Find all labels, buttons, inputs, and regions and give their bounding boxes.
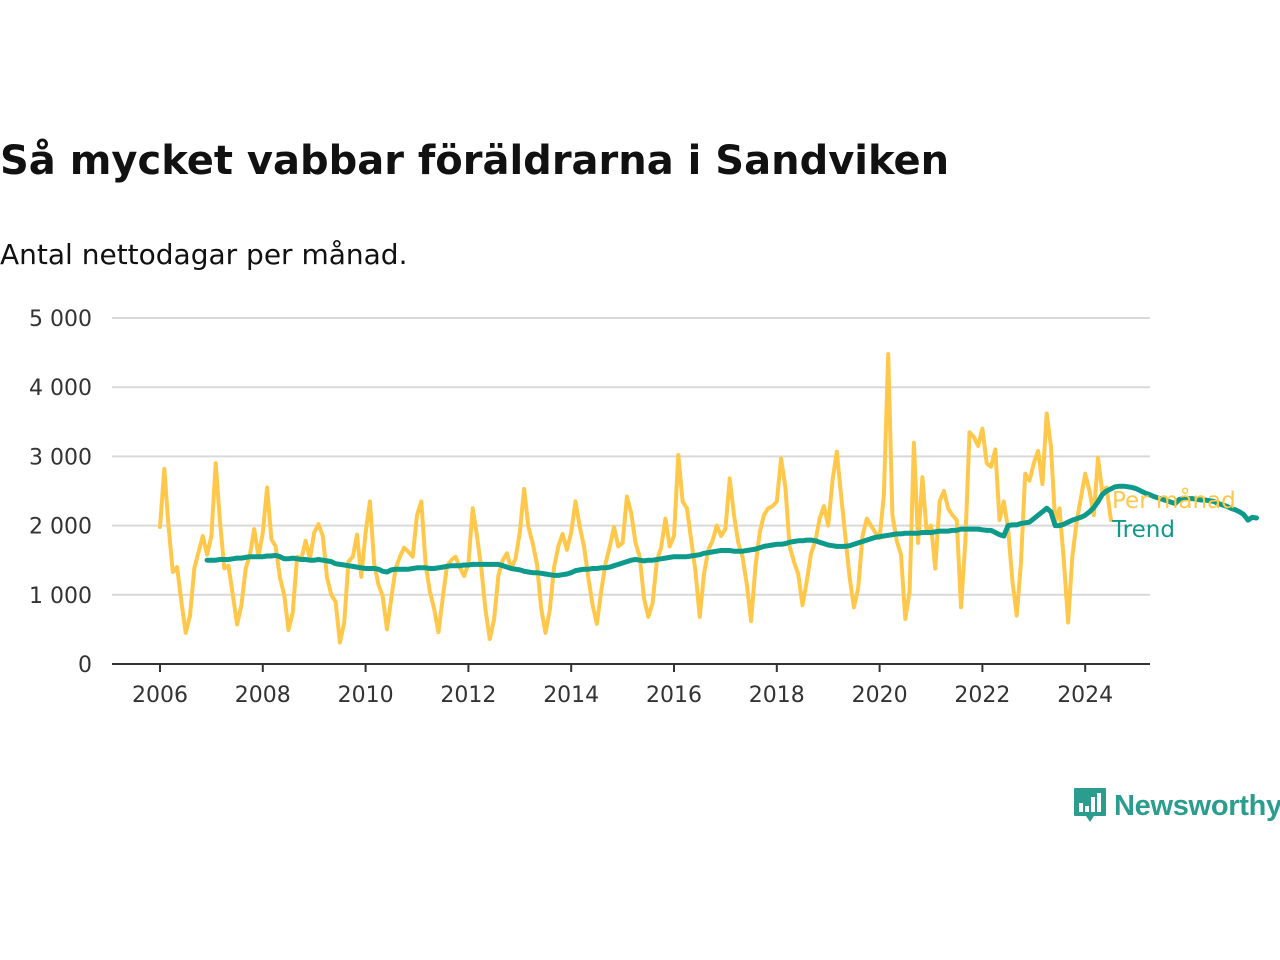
- y-tick-label: 3 000: [29, 445, 92, 470]
- x-tick-label: 2024: [1057, 683, 1113, 708]
- series-line-trend: [204, 483, 1259, 578]
- y-tick-label: 0: [78, 653, 92, 678]
- y-tick-label: 5 000: [29, 307, 92, 332]
- x-tick-label: 2010: [338, 683, 394, 708]
- chart-title: Så mycket vabbar föräldrarna i Sandviken: [0, 138, 950, 184]
- x-axis: 2006 2008 2010 2012 2014 2016 2018 2020 2022 2024: [112, 663, 1150, 708]
- x-tick-label: 2020: [852, 683, 908, 708]
- y-axis-tick-labels: 0 1 000 2 000 3 000 4 000 5 000: [29, 307, 92, 678]
- y-tick-label: 2 000: [29, 515, 92, 540]
- x-tick-label: 2016: [646, 683, 702, 708]
- x-tick-label: 2014: [543, 683, 599, 708]
- x-tick-label: 2012: [440, 683, 496, 708]
- newsworthy-wordmark: Newsworthy: [1114, 789, 1280, 822]
- series-lines: [158, 352, 1259, 645]
- series-label: Per månad: [1112, 486, 1236, 514]
- x-tick-label: 2022: [954, 683, 1010, 708]
- x-tick-label: 2018: [749, 683, 805, 708]
- newsworthy-logo[interactable]: Newsworthy: [1072, 786, 1280, 826]
- y-tick-label: 1 000: [29, 584, 92, 609]
- chart-subtitle: Antal nettodagar per månad.: [0, 238, 408, 271]
- x-tick-label: 2006: [132, 683, 188, 708]
- series-label: Trend: [1111, 517, 1175, 543]
- newsworthy-chart-bubble-icon: [1074, 788, 1106, 822]
- series-line-per-m-nad: [158, 352, 1113, 645]
- x-tick-label: 2008: [235, 683, 291, 708]
- series-labels: Per månad Trend: [1111, 486, 1236, 543]
- y-tick-label: 4 000: [29, 376, 92, 401]
